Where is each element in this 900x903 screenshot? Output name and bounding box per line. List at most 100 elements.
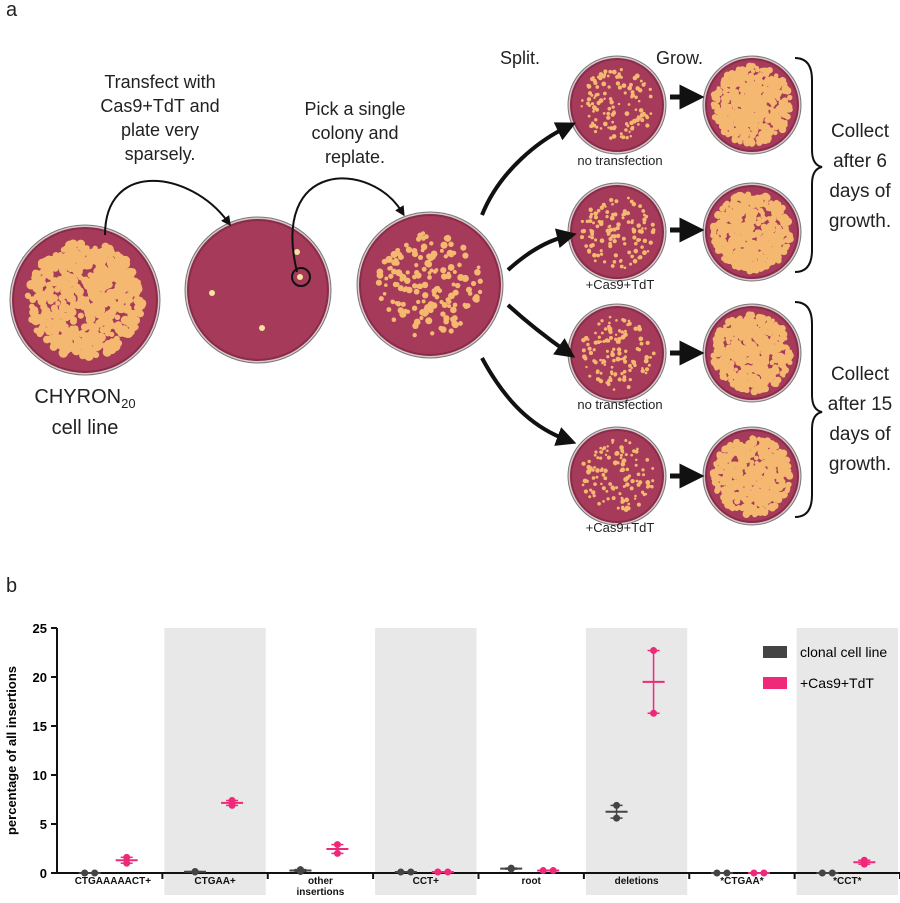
colony: [582, 484, 585, 487]
colony: [651, 223, 655, 227]
colony: [762, 449, 769, 456]
colony: [641, 369, 645, 373]
colony: [614, 253, 618, 257]
colony: [759, 322, 764, 327]
colony: [594, 118, 597, 121]
colony: [587, 460, 590, 463]
condition-label: no transfection: [560, 397, 680, 412]
colony: [757, 367, 764, 374]
colony: [630, 127, 634, 131]
colony: [719, 206, 725, 212]
colony: [735, 244, 740, 249]
colony: [620, 76, 623, 79]
colony: [419, 316, 423, 320]
colony: [633, 259, 638, 264]
colony: [776, 485, 782, 491]
colony: [632, 202, 636, 206]
colony: [649, 88, 652, 91]
colony: [29, 304, 35, 310]
y-tick-label: 10: [33, 768, 47, 783]
colony: [406, 270, 410, 274]
colony: [632, 235, 636, 239]
colony: [645, 458, 649, 462]
colony: [757, 437, 762, 442]
y-tick-label: 20: [33, 670, 47, 685]
colony: [581, 99, 584, 102]
colony: [776, 231, 781, 236]
colony: [734, 368, 738, 372]
colony: [763, 240, 768, 245]
colony: [625, 482, 629, 486]
colony: [750, 125, 757, 132]
colony: [599, 456, 602, 459]
colony: [598, 336, 601, 339]
colony: [614, 451, 618, 455]
colony: [606, 445, 608, 447]
colony: [758, 267, 763, 272]
colony: [724, 457, 729, 462]
x-tick-label-box: CCT+: [373, 876, 478, 903]
colony: [597, 209, 601, 213]
colony: [732, 263, 738, 269]
colony: [773, 442, 779, 448]
colony: [638, 100, 641, 103]
colony: [627, 124, 630, 127]
colony: [621, 506, 624, 509]
colony: [631, 367, 633, 369]
colony: [739, 96, 746, 103]
colony: [597, 502, 601, 506]
colony: [603, 260, 606, 263]
colony: [406, 287, 413, 294]
colony: [294, 249, 300, 255]
colony: [45, 327, 53, 335]
colony: [628, 320, 631, 323]
colony: [592, 105, 596, 109]
colony: [599, 372, 602, 375]
colony: [596, 377, 600, 381]
colony: [613, 239, 617, 243]
colony: [762, 479, 767, 484]
shade-band: [164, 628, 265, 895]
colony: [592, 76, 595, 79]
colony: [606, 112, 610, 116]
colony: [589, 244, 593, 248]
colony: [68, 305, 74, 311]
colony: [428, 271, 432, 275]
colony: [730, 83, 737, 90]
colony: [614, 199, 618, 203]
colony: [382, 259, 388, 265]
colony: [395, 301, 399, 305]
colony: [646, 482, 650, 486]
colony: [591, 122, 594, 125]
colony: [592, 253, 597, 258]
colony: [718, 121, 723, 126]
colony: [620, 469, 623, 472]
step-text: Transfect with Cas9+TdT and plate very s…: [90, 70, 230, 166]
cell-line-subscript: 20: [121, 396, 135, 411]
colony: [586, 465, 591, 470]
colony: [603, 73, 606, 76]
colony: [723, 324, 727, 328]
colony: [714, 224, 719, 229]
colony: [730, 199, 737, 206]
colony: [612, 134, 617, 139]
colony: [729, 320, 734, 325]
legend-label: clonal cell line: [800, 644, 887, 660]
colony: [610, 216, 615, 221]
colony: [589, 208, 593, 212]
colony: [600, 206, 604, 210]
colony: [603, 446, 607, 450]
colony: [756, 230, 760, 234]
colony: [581, 462, 585, 466]
colony: [599, 447, 602, 450]
colony: [715, 334, 721, 340]
colony: [765, 138, 771, 144]
colony: [587, 97, 591, 101]
colony: [732, 447, 739, 454]
colony: [641, 367, 643, 369]
colony: [718, 341, 724, 347]
colony: [635, 459, 637, 461]
colony: [440, 267, 446, 273]
colony: [598, 220, 602, 224]
colony: [606, 355, 609, 358]
